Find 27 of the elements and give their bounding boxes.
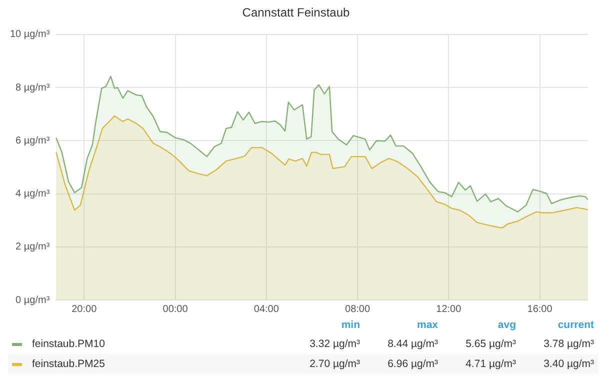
x-tick-label: 00:00 bbox=[162, 304, 188, 315]
text: avg bbox=[496, 318, 517, 333]
x-tick-label: 20:00 bbox=[72, 304, 98, 315]
text: 2.70 µg/m³ bbox=[308, 357, 361, 372]
y-tick-label: 4 µg/m³ bbox=[16, 188, 50, 200]
y-tick-label: 6 µg/m³ bbox=[16, 135, 50, 146]
text: 8.44 µg/m³ bbox=[386, 337, 439, 352]
text: 6.96 µg/m³ bbox=[386, 357, 439, 372]
x-tick-label: 08:00 bbox=[345, 304, 370, 315]
y-tick-label: 0 µg/m³ bbox=[16, 294, 50, 306]
text: 5.65 µg/m³ bbox=[464, 337, 517, 352]
text: current bbox=[556, 318, 595, 333]
y-tick-label: 10 µg/m³ bbox=[10, 29, 50, 40]
x-tick-label: 12:00 bbox=[436, 304, 462, 315]
text: 3.40 µg/m³ bbox=[542, 357, 595, 372]
y-tick-label: 8 µg/m³ bbox=[16, 82, 50, 94]
text: max bbox=[416, 318, 439, 333]
text: 3.78 µg/m³ bbox=[542, 337, 595, 352]
x-tick-label: 04:00 bbox=[254, 304, 280, 315]
y-tick-label: 2 µg/m³ bbox=[16, 242, 50, 253]
x-tick-label: 16:00 bbox=[527, 304, 553, 315]
legend-label: feinstaub.PM25 bbox=[32, 358, 105, 370]
chart-title: Cannstatt Feinstaub bbox=[242, 6, 350, 20]
text: 3.32 µg/m³ bbox=[308, 337, 361, 352]
text: 4.71 µg/m³ bbox=[464, 357, 517, 372]
legend-label: feinstaub.PM10 bbox=[32, 338, 105, 350]
text: min bbox=[340, 318, 361, 333]
